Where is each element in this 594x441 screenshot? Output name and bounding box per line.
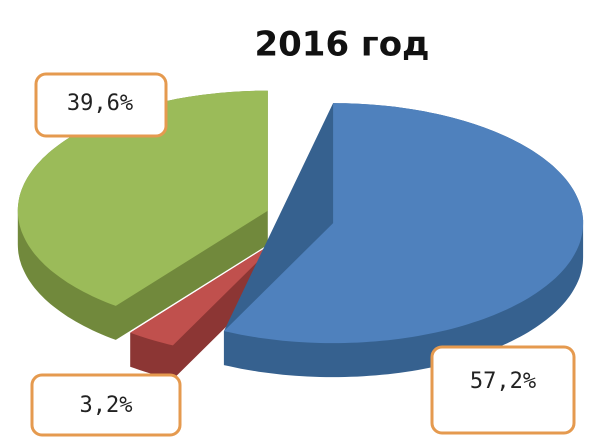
data-label: 57,2% <box>470 369 536 394</box>
label-box <box>430 345 576 435</box>
data-label: 3,2% <box>80 393 133 418</box>
label-box <box>34 72 168 138</box>
data-label: 39,6% <box>67 91 133 116</box>
slice <box>17 90 268 306</box>
label-box <box>30 373 182 437</box>
slice <box>223 103 584 344</box>
slice <box>130 237 283 346</box>
chart-title: 2016 год <box>254 25 429 65</box>
